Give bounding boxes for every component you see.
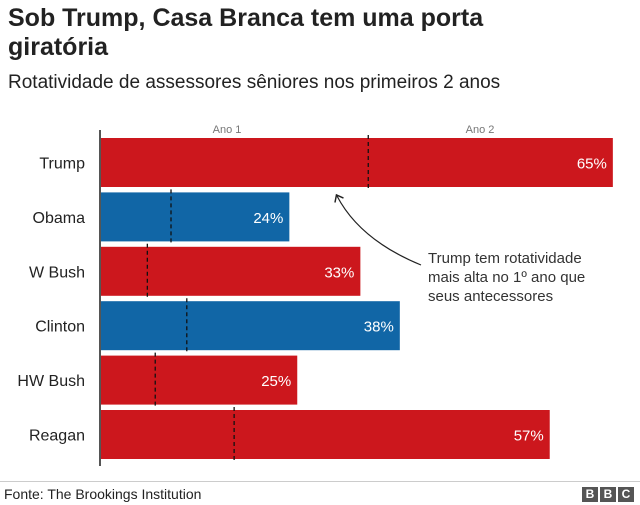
column-label-year-1: Ano 1 <box>213 124 242 136</box>
bar-chart: Ano 1 Ano 2 Trump 65% Obama 24% W Bush 33% Clint… <box>17 124 613 466</box>
annotation-text: Trump tem rotatividade mais alta no 1º an… <box>428 250 585 305</box>
category-label: Clinton <box>35 319 85 336</box>
source-note: Fonte: The Brookings Institution <box>4 486 202 502</box>
category-label: Reagan <box>29 428 85 445</box>
category-label: HW Bush <box>17 373 85 390</box>
category-label: Obama <box>33 210 86 227</box>
bar-hw-bush <box>100 355 298 405</box>
chart-title: Sob Trump, Casa Branca tem uma porta gir… <box>8 4 484 61</box>
bar-reagan <box>100 410 550 459</box>
footer-divider <box>0 481 640 482</box>
column-label-year-2: Ano 2 <box>466 124 495 136</box>
bar-w-bush <box>100 246 361 296</box>
value-label: 25% <box>261 373 291 390</box>
value-label: 65% <box>577 156 607 173</box>
value-label: 33% <box>324 264 354 281</box>
annotation-line: mais alta no 1º ano que <box>428 269 585 286</box>
category-label: Trump <box>39 156 85 173</box>
annotation-arrow <box>334 193 422 266</box>
category-label: W Bush <box>29 264 85 281</box>
bar-trump <box>100 138 613 187</box>
annotation-line: seus antecessores <box>428 288 553 305</box>
value-label: 57% <box>514 428 544 445</box>
value-label: 38% <box>364 319 394 336</box>
bar-clinton <box>100 301 400 351</box>
value-label: 24% <box>253 210 283 227</box>
annotation-line: Trump tem rotatividade <box>428 250 582 267</box>
bar-obama <box>100 192 290 242</box>
chart-subtitle: Rotatividade de assessores sêniores nos … <box>8 72 501 93</box>
